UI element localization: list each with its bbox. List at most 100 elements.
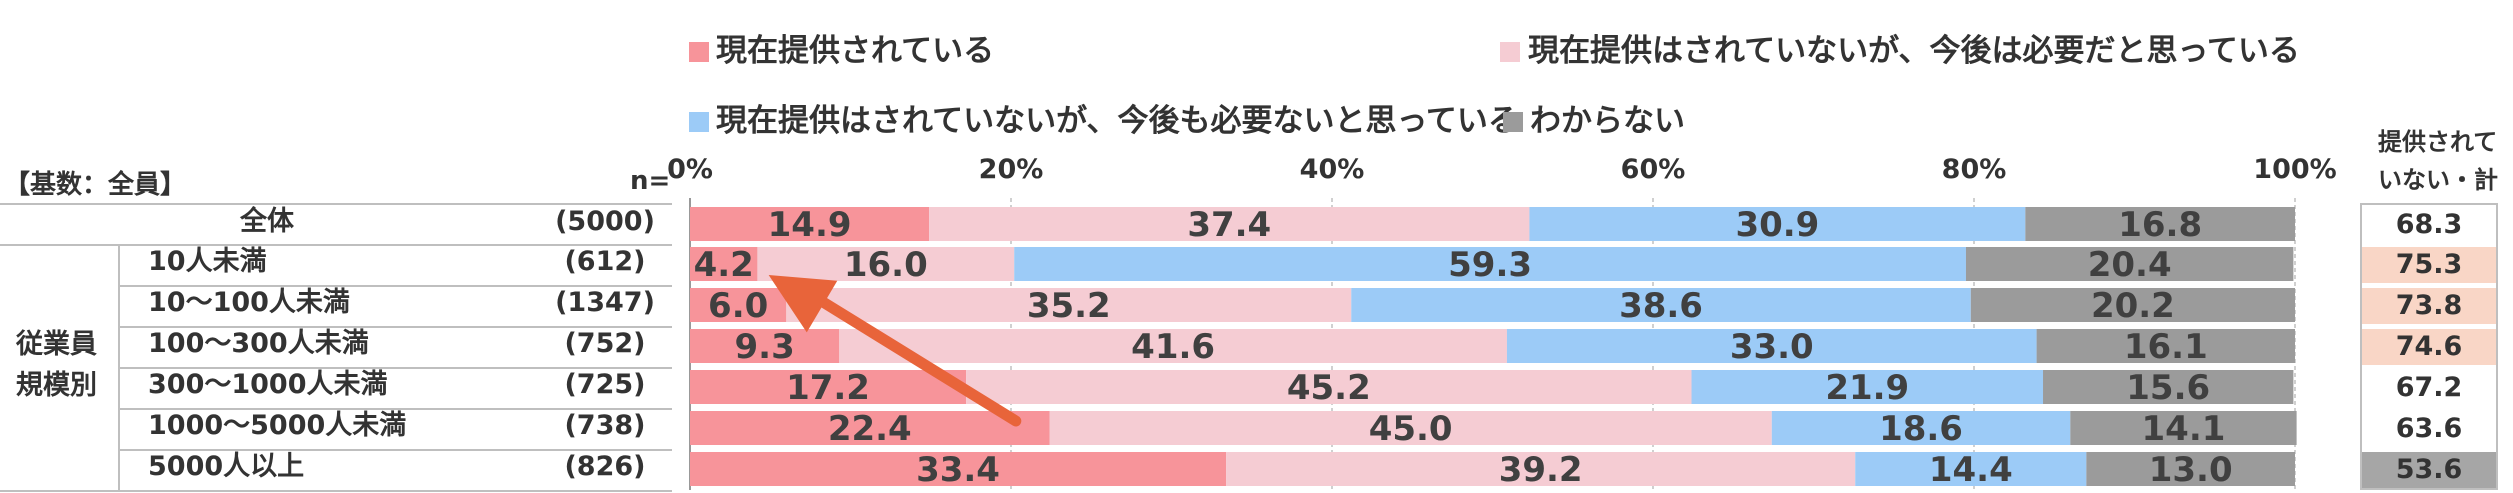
bar-value-label: 13.0: [2149, 450, 2233, 490]
bar-segment: [690, 329, 840, 363]
group-divider: [118, 244, 120, 490]
bar-segment: [1965, 247, 2294, 281]
bar-segment: [1691, 370, 2044, 404]
bar-value-label: 39.2: [1499, 450, 1583, 490]
bar-segment: [690, 452, 1227, 486]
not-provided-total: 68.3: [2362, 207, 2496, 243]
bar-segment: [1855, 452, 2087, 486]
row-separator: [118, 326, 672, 328]
row-n: (826): [564, 451, 646, 482]
bar-segment: [1226, 452, 1856, 486]
row-n: (725): [564, 369, 646, 400]
bar-segment: [690, 207, 930, 241]
total-header-line1: 提供されて: [2378, 128, 2498, 156]
not-provided-total: 63.6: [2362, 411, 2496, 447]
not-provided-total: 73.8: [2362, 288, 2496, 324]
bar-value-label: 16.0: [844, 245, 928, 285]
bar-value-label: 33.4: [916, 450, 1000, 490]
base-label: 【基数：全員】: [4, 170, 187, 200]
bar-segment: [2070, 411, 2297, 445]
bar-segment: [690, 247, 758, 281]
bar-value-label: 14.4: [1929, 450, 2013, 490]
bar-segment: [1970, 288, 2295, 322]
bar-value-label: 20.4: [2088, 245, 2172, 285]
row-separator: [0, 244, 672, 246]
legend-label-unknown: わからない: [1530, 103, 1685, 139]
total-header-line2: いない・計: [2378, 166, 2498, 194]
x-tick-label: 80%: [1942, 154, 2007, 185]
bar-segment: [2025, 207, 2295, 241]
x-tick-label: 0%: [667, 154, 713, 185]
row-label: 5000人以上: [148, 451, 305, 482]
bar-value-label: 17.2: [786, 368, 870, 408]
row-n: (1347): [555, 287, 655, 318]
row-label: 10～100人未満: [148, 287, 350, 318]
bar-segment: [1351, 288, 1971, 322]
not-provided-total: 53.6: [2362, 452, 2496, 488]
bar-value-label: 4.2: [694, 245, 754, 285]
row-separator: [0, 490, 672, 492]
bar-segment: [786, 288, 1352, 322]
legend-label-provided: 現在提供されている: [716, 33, 995, 69]
group-label-line2: 規模別: [16, 370, 97, 401]
x-tick-label: 60%: [1621, 154, 1686, 185]
row-separator: [118, 367, 672, 369]
row-n: (5000): [555, 206, 655, 237]
legend-label-not-needed: 現在提供はされていないが、今後も必要ないと思っている: [716, 103, 1519, 139]
row-label: 1000～5000人未満: [148, 410, 407, 441]
row-n: (752): [564, 328, 646, 359]
n-header: n=: [630, 166, 671, 196]
bar-segment: [929, 207, 1530, 241]
bar-segment: [2086, 452, 2295, 486]
bar-value-label: 45.2: [1287, 368, 1371, 408]
totals-border: [2360, 203, 2498, 490]
legend-label-needed: 現在提供はされていないが、今後は必要だと思っている: [1528, 33, 2300, 69]
bar-value-label: 41.6: [1131, 327, 1215, 367]
bar-value-label: 22.4: [828, 409, 912, 449]
bar-value-label: 6.0: [708, 286, 768, 326]
row-label: 100～300人未満: [148, 328, 369, 359]
bar-value-label: 33.0: [1730, 327, 1814, 367]
row-n: (738): [564, 410, 646, 441]
bar-segment: [2036, 329, 2295, 363]
row-separator: [118, 408, 672, 410]
row-label: 10人未満: [148, 246, 267, 277]
bar-value-label: 16.8: [2118, 205, 2202, 245]
annotation-arrow-shaft: [793, 281, 1022, 427]
row-separator: [118, 285, 672, 287]
bar-value-label: 16.1: [2124, 327, 2208, 367]
bar-value-label: 20.2: [2091, 286, 2175, 326]
row-separator: [0, 203, 672, 205]
x-tick-label: 100%: [2253, 154, 2336, 185]
group-label-line1: 従業員: [16, 329, 97, 360]
bar-segment: [1014, 247, 1966, 281]
legend-swatch-unknown: [1503, 112, 1523, 132]
bar-value-label: 21.9: [1825, 368, 1909, 408]
x-tick-label: 40%: [1300, 154, 1365, 185]
not-provided-total: 67.2: [2362, 370, 2496, 406]
bar-segment: [690, 288, 787, 322]
row-label-all: 全体: [240, 206, 294, 237]
legend-swatch-needed: [1500, 42, 1520, 62]
bar-segment: [1529, 207, 2026, 241]
bar-value-label: 35.2: [1027, 286, 1111, 326]
bar-segment: [1771, 411, 2071, 445]
row-separator: [118, 449, 672, 451]
bar-value-label: 9.3: [735, 327, 795, 367]
legend-swatch-not-needed: [689, 112, 709, 132]
not-provided-total: 75.3: [2362, 247, 2496, 283]
row-label: 300～1000人未満: [148, 369, 388, 400]
legend-swatch-provided: [689, 42, 709, 62]
bar-value-label: 37.4: [1187, 205, 1271, 245]
bar-value-label: 45.0: [1369, 409, 1453, 449]
bar-value-label: 15.6: [2126, 368, 2210, 408]
not-provided-total: 74.6: [2362, 329, 2496, 365]
x-tick-label: 20%: [979, 154, 1044, 185]
bar-value-label: 59.3: [1448, 245, 1532, 285]
bar-segment: [839, 329, 1507, 363]
bar-segment: [966, 370, 1692, 404]
annotation-arrow-head: [768, 275, 838, 333]
bar-segment: [1049, 411, 1772, 445]
bar-value-label: 14.1: [2142, 409, 2226, 449]
